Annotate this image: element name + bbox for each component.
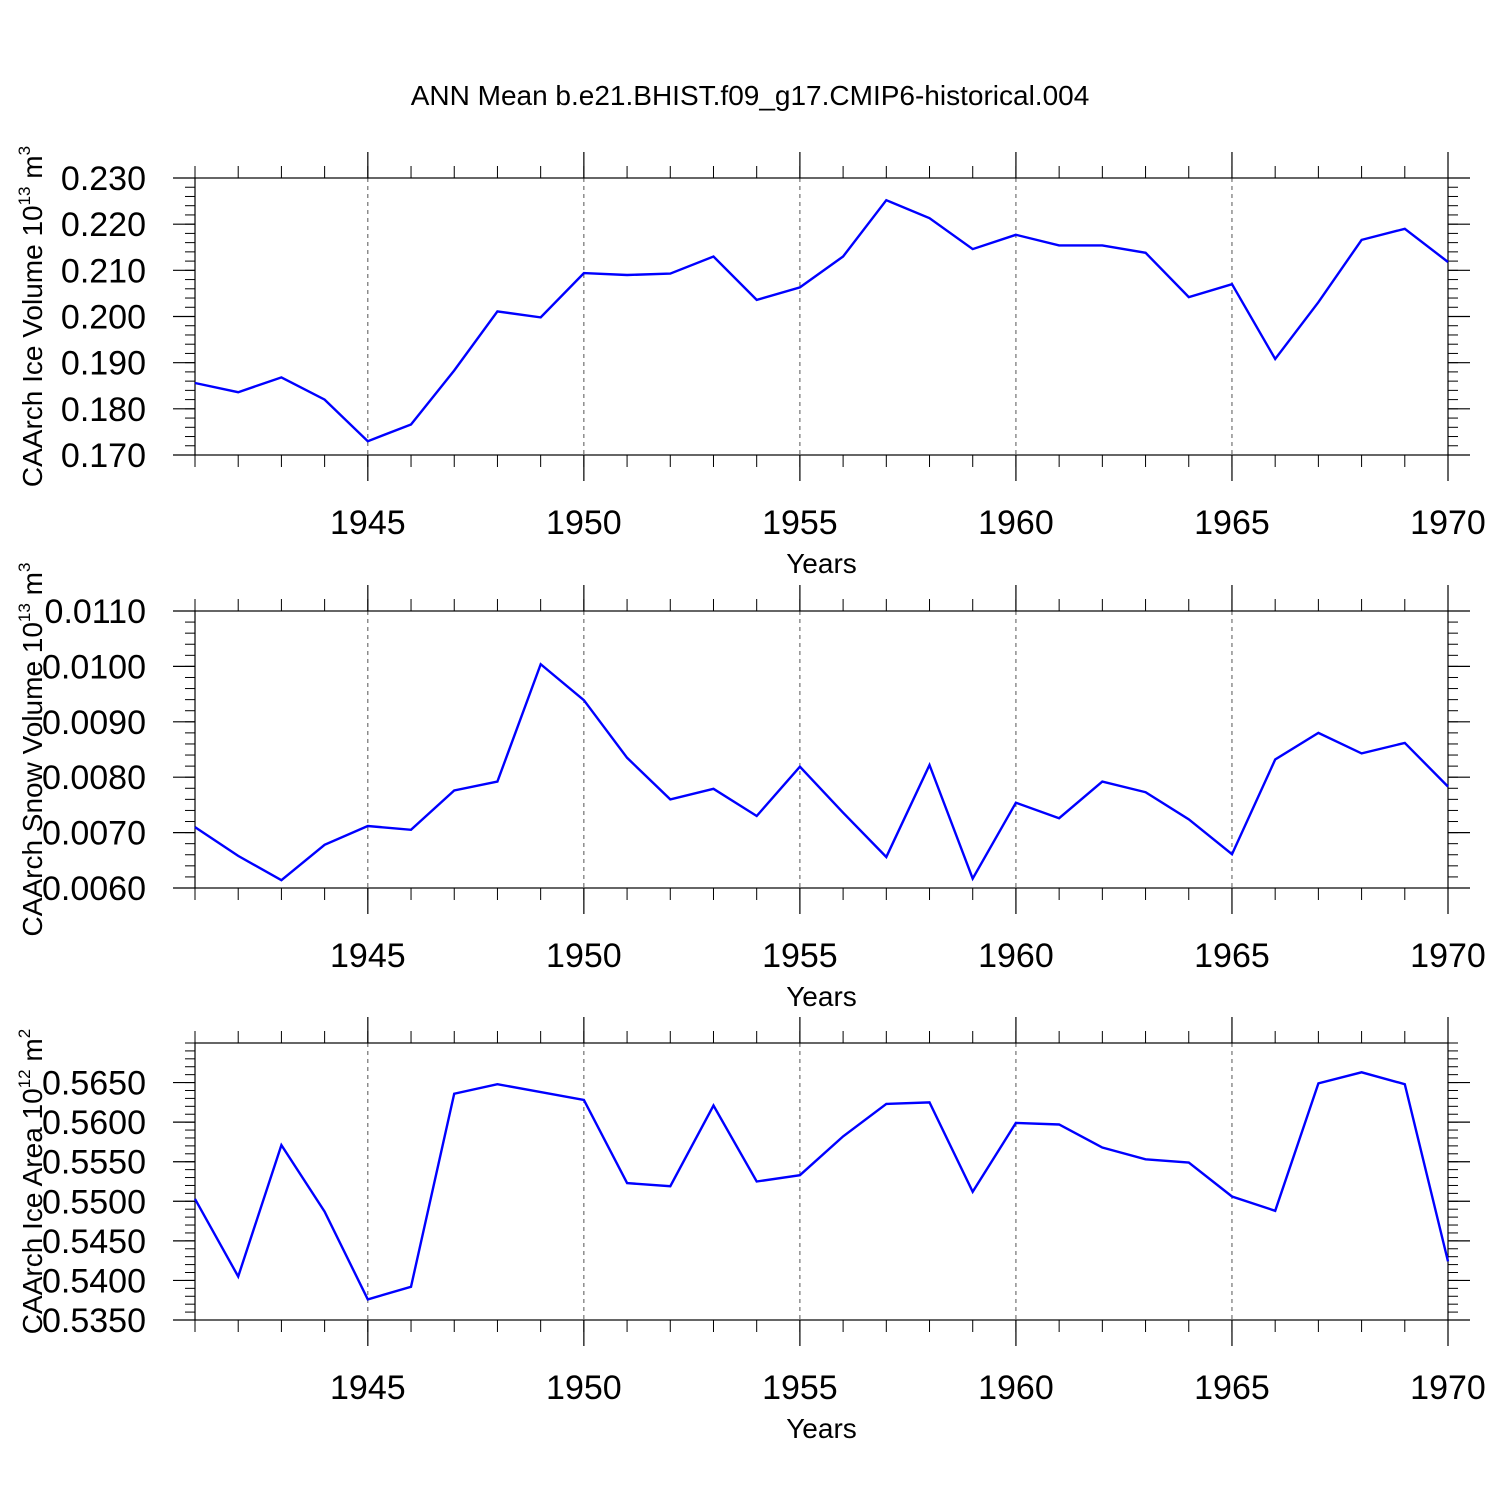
ytick-label: 0.180 [61, 391, 146, 429]
ytick-label: 0.5600 [42, 1104, 146, 1142]
xlabel-snow-volume: Years [786, 981, 857, 1012]
plot-frame-ice-volume [194, 177, 1449, 456]
ylabel-exponent: 13 [15, 186, 34, 205]
ylabel-unit: m [17, 1038, 48, 1061]
xtick-label: 1965 [1194, 937, 1270, 975]
grid-ice-area [367, 1043, 1233, 1320]
series-line-ice-volume [194, 198, 1449, 443]
xtick-label: 1945 [330, 937, 406, 975]
ylabel-ice-volume: CAArch Ice Volume 1013 m3 [15, 146, 48, 487]
ylabel-unit-spacer [17, 1062, 48, 1070]
ylabel-unit-spacer [17, 595, 48, 603]
xtick-label: 1955 [762, 504, 838, 542]
ytick-label: 0.5350 [42, 1302, 146, 1340]
ytick-label: 0.210 [61, 252, 146, 290]
xtick-label: 1960 [978, 1369, 1054, 1407]
ytick-label: 0.170 [61, 437, 146, 475]
ylabel-exponent: 12 [15, 1069, 34, 1088]
ylabel-unit-exponent: 3 [15, 146, 34, 155]
xtick-label: 1965 [1194, 504, 1270, 542]
xtick-label: 1950 [546, 504, 622, 542]
xtick-labels-ice-volume: 1945 1950 1955 1960 1965 1970 [330, 504, 1486, 542]
ticks-snow-volume [173, 585, 1470, 914]
xlabel-ice-area: Years [786, 1413, 857, 1444]
ylabel-text: CAArch Ice Area 10 [17, 1088, 48, 1334]
xlabel-ice-volume: Years [786, 548, 857, 579]
xtick-label: 1950 [546, 1369, 622, 1407]
panel-snow-volume: 0.0060 0.0070 0.0080 0.0090 0.0100 0.0110 194… [15, 563, 1486, 1012]
ylabel-unit: m [17, 155, 48, 178]
ytick-labels-snow-volume: 0.0060 0.0070 0.0080 0.0090 0.0100 0.0110 [42, 593, 146, 908]
ytick-label: 0.5450 [42, 1223, 146, 1261]
xtick-labels-ice-area: 1945 1950 1955 1960 1965 1970 [330, 1369, 1486, 1407]
ytick-label: 0.0080 [42, 759, 146, 797]
ytick-label: 0.5500 [42, 1183, 146, 1221]
ytick-label: 0.200 [61, 299, 146, 337]
ytick-label: 0.230 [61, 160, 146, 198]
ytick-label: 0.190 [61, 345, 146, 383]
xtick-labels-snow-volume: 1945 1950 1955 1960 1965 1970 [330, 937, 1486, 975]
ylabel-text: CAArch Snow Volume 10 [17, 622, 48, 936]
xtick-label: 1970 [1410, 504, 1486, 542]
ylabel-text: CAArch Ice Volume 10 [17, 205, 48, 487]
ytick-labels-ice-volume: 0.170 0.180 0.190 0.200 0.210 0.220 0.230 [61, 160, 146, 475]
ylabel-unit-exponent: 2 [15, 1029, 34, 1038]
xtick-label: 1970 [1410, 937, 1486, 975]
ytick-label: 0.5400 [42, 1262, 146, 1300]
ytick-label: 0.0100 [42, 648, 146, 686]
ytick-label: 0.0070 [42, 815, 146, 853]
plot-frame-snow-volume [194, 610, 1449, 889]
panel-ice-area: 0.53500.54000.54500.55000.55500.56000.56… [15, 1017, 1486, 1444]
ytick-label: 0.0110 [45, 593, 146, 631]
ticks-ice-area [173, 1017, 1470, 1346]
xtick-label: 1970 [1410, 1369, 1486, 1407]
xtick-label: 1965 [1194, 1369, 1270, 1407]
grid-snow-volume [367, 611, 1233, 888]
xtick-label: 1950 [546, 937, 622, 975]
xtick-label: 1955 [762, 937, 838, 975]
ytick-labels-ice-area: 0.53500.54000.54500.55000.55500.56000.56… [42, 1065, 146, 1340]
ylabel-ice-area: CAArch Ice Area 1012 m2 [15, 1029, 48, 1334]
grid-ice-volume [367, 178, 1233, 455]
ylabel-snow-volume: CAArch Snow Volume 1013 m3 [15, 563, 48, 937]
ytick-label: 0.220 [61, 206, 146, 244]
xtick-label: 1945 [330, 1369, 406, 1407]
ytick-label: 0.5550 [42, 1144, 146, 1182]
xtick-label: 1955 [762, 1369, 838, 1407]
panel-ice-volume: 0.170 0.180 0.190 0.200 0.210 0.220 0.230 1945… [15, 146, 1486, 579]
ticks-ice-volume [173, 152, 1470, 481]
xtick-label: 1960 [978, 937, 1054, 975]
xtick-label: 1945 [330, 504, 406, 542]
xtick-label: 1960 [978, 504, 1054, 542]
ylabel-unit-exponent: 3 [15, 563, 34, 572]
series-line-snow-volume [194, 662, 1449, 882]
figure-title: ANN Mean b.e21.BHIST.f09_g17.CMIP6-histo… [411, 80, 1090, 111]
ytick-label: 0.0090 [42, 704, 146, 742]
series-line-ice-area [193, 1071, 1450, 1301]
plot-frame-ice-area [194, 1042, 1449, 1321]
ytick-label: 0.0060 [42, 870, 146, 908]
ytick-label: 0.5650 [42, 1065, 146, 1103]
ylabel-unit: m [17, 572, 48, 595]
ylabel-unit-spacer [17, 179, 48, 187]
ylabel-exponent: 13 [15, 603, 34, 622]
